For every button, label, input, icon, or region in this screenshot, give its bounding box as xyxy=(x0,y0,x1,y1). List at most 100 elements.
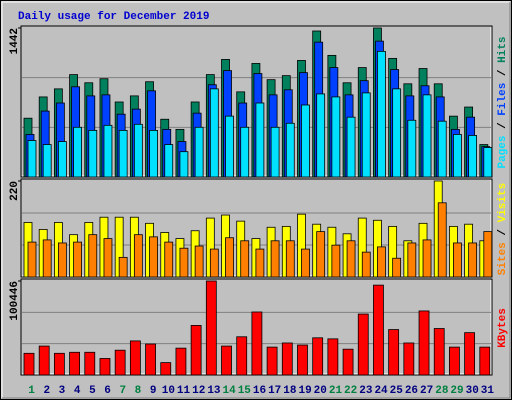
bar xyxy=(209,88,219,178)
bar xyxy=(361,251,371,278)
x-tick-label: 6 xyxy=(104,385,111,397)
x-tick-label: 3 xyxy=(59,385,66,397)
x-tick-label: 26 xyxy=(405,385,418,397)
y-tick-label: 100446 xyxy=(9,281,21,321)
bar xyxy=(301,104,310,178)
bar xyxy=(422,94,432,178)
bar xyxy=(114,349,126,376)
bar xyxy=(373,284,384,376)
bar xyxy=(194,126,204,178)
bar xyxy=(133,123,143,178)
bar xyxy=(27,140,37,178)
bar xyxy=(194,245,204,278)
bar xyxy=(342,348,354,376)
bar xyxy=(483,147,493,178)
bar xyxy=(331,244,341,278)
legend-separator: / xyxy=(497,116,509,136)
x-tick-label: 10 xyxy=(162,385,175,397)
bar xyxy=(42,239,52,278)
legend-entry: Pages xyxy=(497,136,509,169)
x-tick-label: 12 xyxy=(192,385,205,397)
legend-entry: Sites xyxy=(497,242,509,275)
x-tick-label: 5 xyxy=(89,385,96,397)
bar xyxy=(42,144,52,178)
bar xyxy=(164,144,174,178)
bar xyxy=(84,351,96,376)
bar xyxy=(377,246,386,278)
bar xyxy=(53,352,65,376)
x-tick-label: 28 xyxy=(435,385,449,397)
bar xyxy=(236,336,248,376)
x-tick-label: 8 xyxy=(135,385,142,397)
bar xyxy=(468,242,478,278)
legend-separator: / xyxy=(497,222,509,242)
x-tick-label: 21 xyxy=(329,385,343,397)
bar xyxy=(129,340,141,376)
bar xyxy=(73,241,82,278)
x-tick-label: 18 xyxy=(283,385,297,397)
bar xyxy=(240,126,250,178)
bar xyxy=(225,115,234,178)
bar xyxy=(118,129,128,178)
x-tick-label: 4 xyxy=(74,385,81,397)
legend: Sites / Visits xyxy=(497,183,509,275)
bar xyxy=(255,248,265,278)
x-tick-label: 7 xyxy=(119,385,126,397)
bar xyxy=(407,242,417,278)
bar xyxy=(316,231,326,278)
bar xyxy=(266,346,278,376)
bar xyxy=(160,362,172,376)
bar xyxy=(301,248,310,278)
legend-entry: Hits xyxy=(497,36,509,62)
bar xyxy=(483,231,493,278)
legend: KBytes xyxy=(497,308,509,348)
x-tick-label: 23 xyxy=(359,385,373,397)
x-tick-label: 13 xyxy=(207,385,221,397)
bar xyxy=(346,116,356,178)
bar xyxy=(221,345,232,376)
bar xyxy=(453,134,462,178)
x-tick-label: 29 xyxy=(450,385,463,397)
x-tick-label: 1 xyxy=(28,385,35,397)
bar xyxy=(99,358,111,376)
chart-title: Daily usage for December 2019 xyxy=(18,11,209,23)
bar xyxy=(357,313,369,376)
bar xyxy=(23,352,35,376)
bar xyxy=(422,239,432,278)
bar xyxy=(468,135,478,178)
bar xyxy=(281,342,293,376)
bar xyxy=(57,242,67,278)
x-tick-label: 9 xyxy=(150,385,157,397)
bar xyxy=(346,240,356,278)
bar xyxy=(418,310,430,376)
bar xyxy=(255,102,265,178)
bar xyxy=(103,238,113,278)
bar xyxy=(388,329,400,376)
bar xyxy=(57,141,67,178)
x-tick-label: 17 xyxy=(268,385,281,397)
bar xyxy=(449,346,460,376)
x-tick-label: 27 xyxy=(420,385,433,397)
x-tick-label: 25 xyxy=(390,385,404,397)
x-tick-label: 14 xyxy=(223,385,237,397)
bar xyxy=(73,126,82,178)
bar xyxy=(69,351,80,376)
bar xyxy=(453,242,462,278)
bar xyxy=(327,338,339,376)
bar xyxy=(175,347,187,376)
y-tick-label: 1442 xyxy=(9,28,21,54)
bar xyxy=(205,280,217,376)
legend-entry: Visits xyxy=(497,183,509,223)
bar xyxy=(179,247,189,278)
bar xyxy=(361,92,371,178)
bar xyxy=(209,248,219,278)
bar xyxy=(103,124,113,178)
x-tick-label: 16 xyxy=(253,385,266,397)
bar xyxy=(464,332,476,376)
x-tick-label: 31 xyxy=(481,385,495,397)
x-tick-label: 20 xyxy=(314,385,327,397)
x-tick-label: 11 xyxy=(177,385,191,397)
bar xyxy=(88,129,98,178)
bar xyxy=(285,240,295,278)
